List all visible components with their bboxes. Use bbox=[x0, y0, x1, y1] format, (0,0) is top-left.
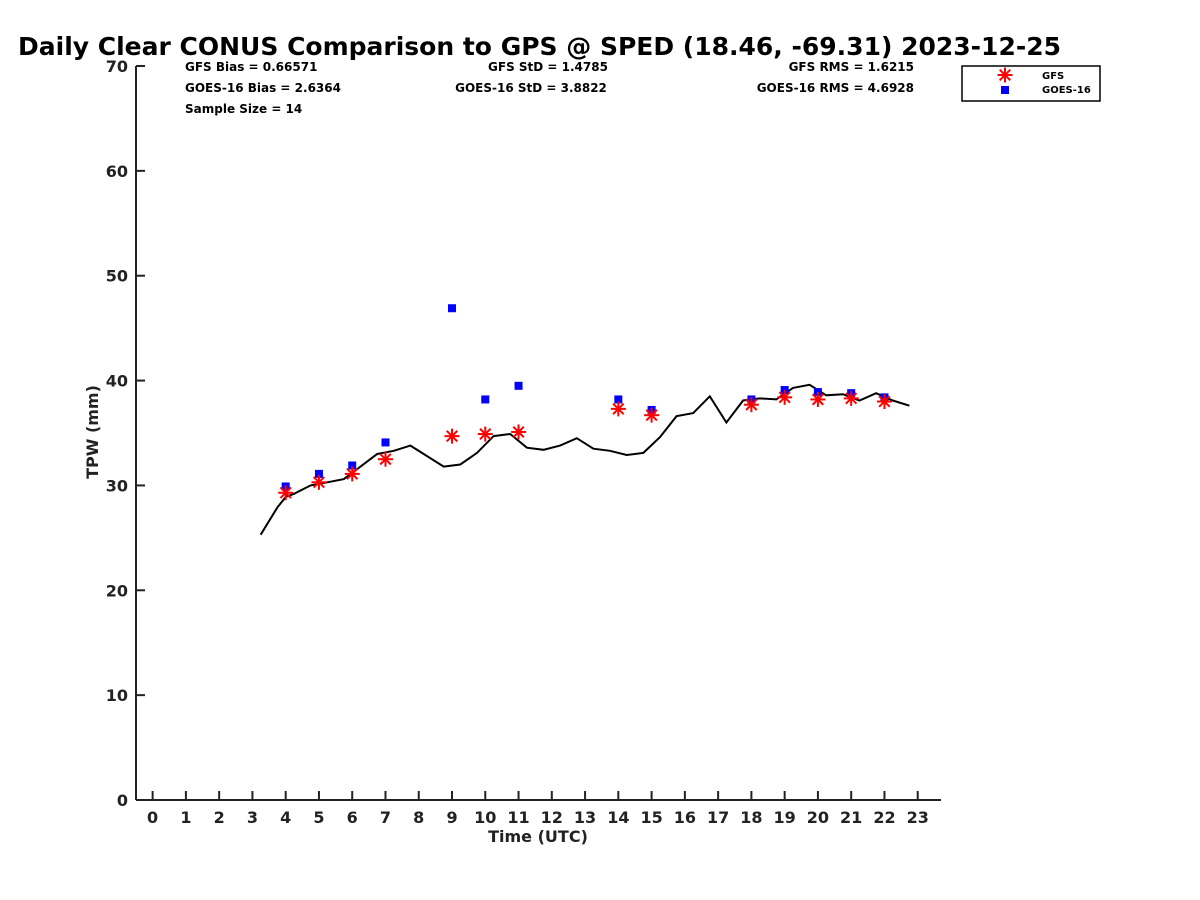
x-tick-label: 22 bbox=[873, 808, 895, 827]
gfs-point bbox=[644, 407, 660, 423]
goes-rms-text: GOES-16 RMS = 4.6928 bbox=[757, 81, 914, 95]
goes16-point bbox=[381, 438, 390, 447]
gfs-std-text: GFS StD = 1.4785 bbox=[488, 60, 608, 74]
y-tick-label: 20 bbox=[106, 581, 128, 600]
y-tick-label: 0 bbox=[117, 791, 128, 810]
x-tick-label: 4 bbox=[280, 808, 291, 827]
gfs-point bbox=[477, 426, 493, 442]
x-tick-label: 16 bbox=[674, 808, 696, 827]
goes16-point bbox=[514, 381, 523, 390]
legend-goes-label: GOES-16 bbox=[1042, 85, 1091, 96]
legend-gfs-label: GFS bbox=[1042, 71, 1064, 82]
y-tick-label: 60 bbox=[106, 162, 128, 181]
x-tick-label: 15 bbox=[640, 808, 662, 827]
goes-bias-text: GOES-16 Bias = 2.6364 bbox=[185, 81, 341, 95]
gfs-point bbox=[344, 466, 360, 482]
chart-title: Daily Clear CONUS Comparison to GPS @ SP… bbox=[18, 32, 1061, 61]
gfs-points bbox=[278, 389, 892, 501]
x-tick-label: 9 bbox=[446, 808, 457, 827]
gfs-point bbox=[444, 428, 460, 444]
gfs-point bbox=[377, 451, 393, 467]
x-tick-label: 10 bbox=[474, 808, 496, 827]
x-tick-label: 14 bbox=[607, 808, 629, 827]
gfs-point bbox=[876, 394, 892, 410]
x-tick-label: 13 bbox=[574, 808, 596, 827]
x-tick-label: 12 bbox=[541, 808, 563, 827]
gps-line-layer bbox=[259, 383, 910, 536]
x-tick-label: 20 bbox=[807, 808, 829, 827]
gfs-point bbox=[777, 389, 793, 405]
y-tick-label: 40 bbox=[106, 372, 128, 391]
gfs-point bbox=[278, 485, 294, 501]
x-axis-label: Time (UTC) bbox=[488, 827, 588, 846]
y-tick-label: 50 bbox=[106, 267, 128, 286]
legend-gfs-asterisk-mark bbox=[997, 67, 1013, 83]
goes16-point bbox=[348, 461, 357, 470]
legend-goes-square-icon bbox=[1001, 86, 1009, 94]
legend: GFS GOES-16 bbox=[961, 65, 1101, 102]
goes16-point bbox=[314, 469, 323, 478]
sample-size-text: Sample Size = 14 bbox=[185, 102, 302, 116]
y-tick-label: 10 bbox=[106, 686, 128, 705]
y-tick-label: 70 bbox=[106, 57, 128, 76]
y-tick-label: 30 bbox=[106, 476, 128, 495]
goes16-point bbox=[614, 395, 623, 404]
legend-box bbox=[961, 65, 1101, 102]
gps-line bbox=[259, 383, 910, 536]
x-tick-label: 17 bbox=[707, 808, 729, 827]
x-tick-label: 3 bbox=[247, 808, 258, 827]
x-tick-label: 21 bbox=[840, 808, 862, 827]
gfs-bias-text: GFS Bias = 0.66571 bbox=[185, 60, 317, 74]
y-axis-label: TPW (mm) bbox=[83, 385, 102, 479]
goes-std-text: GOES-16 StD = 3.8822 bbox=[455, 81, 607, 95]
x-tick-label: 23 bbox=[907, 808, 929, 827]
x-tick-label: 18 bbox=[740, 808, 762, 827]
gfs-rms-text: GFS RMS = 1.6215 bbox=[789, 60, 914, 74]
gfs-point bbox=[511, 424, 527, 440]
x-tick-label: 6 bbox=[347, 808, 358, 827]
goes16-point bbox=[448, 304, 457, 313]
gfs-point bbox=[311, 474, 327, 490]
x-tick-label: 8 bbox=[413, 808, 424, 827]
x-tick-label: 1 bbox=[180, 808, 191, 827]
stats-block: GFS Bias = 0.66571 GOES-16 Bias = 2.6364… bbox=[185, 60, 914, 116]
x-tick-label: 11 bbox=[507, 808, 529, 827]
gfs-point bbox=[810, 391, 826, 407]
x-tick-label: 19 bbox=[774, 808, 796, 827]
x-tick-label: 7 bbox=[380, 808, 391, 827]
gfs-point bbox=[610, 401, 626, 417]
goes16-point bbox=[481, 395, 490, 404]
x-tick-label: 2 bbox=[214, 808, 225, 827]
legend-gfs-asterisk-icon bbox=[997, 67, 1013, 83]
gfs-point bbox=[843, 390, 859, 406]
gfs-point bbox=[743, 397, 759, 413]
x-tick-label: 5 bbox=[313, 808, 324, 827]
axes: 0 1 2 3 4 5 6 7 8 9 10 11 12 13 14 15 16 17 18 19 20 21 22 2301… bbox=[106, 57, 941, 827]
goes16-points bbox=[281, 304, 889, 491]
x-tick-label: 0 bbox=[147, 808, 158, 827]
